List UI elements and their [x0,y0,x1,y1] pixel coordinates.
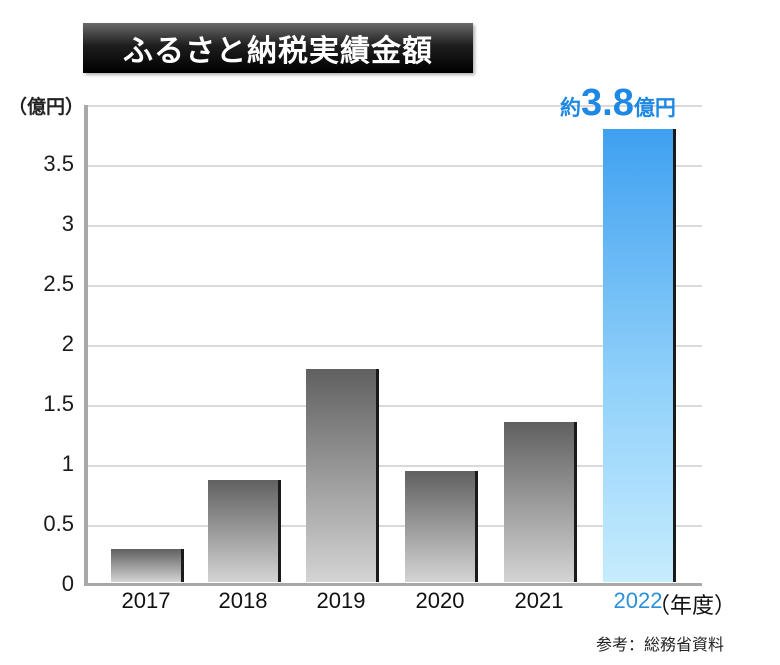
gridline-2 [84,345,702,347]
gridline-4 [84,105,702,107]
bar-2018 [208,480,278,582]
gridline-0-5 [84,525,702,527]
plot-area [84,105,702,586]
callout-value: 3.8 [581,82,634,124]
bar-2019 [306,369,376,582]
bar-2021 [504,422,574,582]
bar-2020 [405,471,475,582]
y-tick-0: 0 [61,571,74,596]
y-tick-1-5: 1.5 [43,391,74,416]
chart-title-banner: ふるさと納税実績金額 [83,23,473,73]
callout-unit: 億円 [633,96,676,120]
x-label-2021: 2021 [514,588,564,613]
y-tick-0-5: 0.5 [43,511,74,536]
source-note: 参考：総務省資料 [596,635,725,654]
x-label-2018: 2018 [218,588,268,613]
y-tick-1: 1 [61,451,74,476]
gridline-1 [84,465,702,467]
y-tick-3: 3 [61,211,74,236]
x-axis-unit: （年度） [648,594,737,619]
gridline-2-5 [84,285,702,287]
value-callout-2022: 約3.8億円 [560,82,676,125]
gridline-3-5 [84,165,702,167]
y-axis-unit: （億円） [8,96,85,118]
gridline-1-5 [84,405,702,407]
x-label-2022: 2022 [613,588,663,613]
callout-prefix: 約 [560,96,581,120]
y-tick-3-5: 3.5 [43,151,74,176]
chart-title: ふるさと納税実績金額 [123,34,433,69]
bar-2022 [603,129,673,582]
bar-2017 [111,549,181,582]
y-tick-2-5: 2.5 [43,271,74,296]
y-tick-2: 2 [61,331,74,356]
gridline-3 [84,225,702,227]
x-axis-line [84,583,702,586]
x-label-2019: 2019 [316,588,366,613]
x-label-2017: 2017 [121,588,171,613]
x-label-2020: 2020 [415,588,465,613]
y-axis-line [84,105,88,585]
